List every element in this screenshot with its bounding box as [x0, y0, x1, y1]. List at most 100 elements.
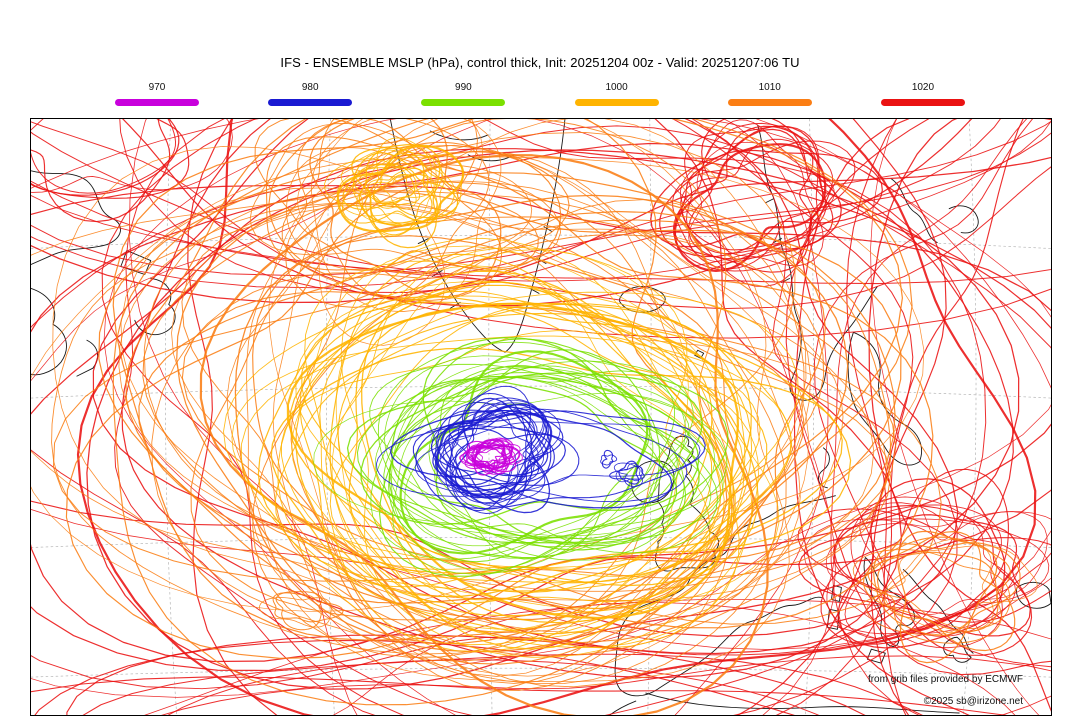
isobar-1000 [231, 335, 792, 569]
isobar-1010 [311, 119, 502, 312]
isobar-1020 [846, 119, 907, 715]
isobar-1020 [167, 659, 820, 715]
isobar-1020 [76, 119, 1037, 715]
isobar-980 [434, 404, 548, 507]
isobar-1020 [31, 676, 1008, 715]
isobar-1020 [121, 119, 903, 679]
legend-label-1000: 1000 [605, 82, 628, 93]
legend-item-990: 990 [421, 82, 506, 106]
isobar-1020 [680, 138, 834, 255]
isobar-1020 [659, 149, 883, 258]
isobar-1000 [340, 237, 753, 658]
legend-bar-970 [115, 99, 199, 106]
isobar-1020 [31, 132, 1051, 277]
isobar-980 [439, 410, 546, 500]
isobar-1010 [884, 538, 994, 634]
isobar-1020 [31, 125, 1051, 690]
isobar-1020 [31, 119, 190, 199]
isobar-980 [445, 385, 532, 514]
map-area: from grib files provided by ECMWF ©2025 … [30, 118, 1052, 716]
isobar-1020 [31, 119, 177, 194]
coastline [948, 205, 979, 234]
isobar-1000 [301, 301, 768, 583]
graticule-line [805, 119, 814, 715]
isobar-1020 [31, 131, 1051, 285]
legend-item-970: 970 [115, 82, 199, 106]
isobar-1010 [176, 191, 902, 645]
coastline [417, 238, 429, 245]
coastline [431, 270, 443, 277]
isobar-980 [435, 412, 553, 499]
isobar-980 [430, 425, 555, 484]
isobar-980 [451, 397, 545, 505]
isobar-980 [445, 406, 564, 492]
legend-label-990: 990 [455, 82, 472, 93]
isobar-1020 [672, 140, 856, 270]
graticule-line [325, 119, 335, 715]
isobar-1000 [291, 245, 780, 630]
isobar-1020 [679, 119, 824, 267]
isobar-1020 [650, 128, 842, 250]
isobar-1010 [138, 210, 826, 644]
isobar-1010 [897, 530, 998, 664]
legend-bar-990 [421, 99, 506, 106]
isobar-980 [600, 454, 618, 466]
isobar-1020 [31, 166, 1051, 310]
coastline [830, 584, 842, 602]
legend-label-1020: 1020 [911, 82, 935, 93]
graticule-line [488, 119, 493, 715]
isobar-980 [618, 460, 640, 485]
legend-label-1010: 1010 [758, 82, 781, 93]
isobar-1010 [249, 123, 562, 269]
isobar-1010 [171, 204, 888, 601]
isobar-1020 [793, 119, 970, 715]
isobar-1010 [281, 119, 503, 301]
coastline [654, 435, 719, 572]
isobar-1010 [151, 199, 805, 684]
isobar-990 [346, 372, 703, 544]
legend-item-980: 980 [268, 82, 353, 106]
coastline [120, 250, 152, 275]
isobar-970 [475, 439, 507, 475]
isobar-1020 [82, 653, 923, 715]
isobar-1000 [372, 173, 416, 204]
isobar-1020 [868, 119, 1051, 712]
isobar-1000 [336, 144, 465, 233]
isobar-980 [389, 409, 673, 509]
isobar-990 [379, 338, 729, 577]
isobar-1020 [820, 468, 1009, 645]
coastline [847, 331, 922, 466]
isobar-970 [467, 444, 508, 475]
isobar-1000 [352, 152, 433, 225]
credits: from grib files provided by ECMWF ©2025 … [868, 663, 1023, 707]
isobar-1000 [361, 270, 736, 624]
graticule-line [31, 234, 1051, 249]
isobar-1020 [673, 125, 824, 273]
isobar-1010 [297, 119, 484, 346]
legend-bar-1000 [574, 99, 659, 106]
isobar-1010 [275, 591, 323, 631]
isobar-1010 [286, 147, 533, 271]
isobar-1000 [277, 290, 745, 588]
isobar-1020 [31, 119, 1051, 650]
isobar-1000 [329, 253, 734, 617]
isobar-1000 [348, 305, 722, 650]
credit-source-text: from grib files provided by ECMWF [867, 674, 1023, 685]
isobar-1020 [684, 125, 827, 288]
isobar-1000 [289, 284, 759, 587]
isobar-1010 [867, 536, 1011, 644]
isobar-1010 [226, 119, 790, 683]
isobar-spaghetti-layer [31, 119, 1051, 715]
isobar-1020 [830, 119, 1051, 715]
isobar-1020 [826, 518, 1050, 635]
coastline [765, 198, 774, 204]
isobar-1020 [144, 598, 1051, 715]
isobar-1010 [246, 150, 735, 685]
isobar-1000 [304, 260, 746, 653]
credit-copyright-text: ©2025 sb@irizone.net [923, 696, 1023, 707]
isobar-1000 [341, 153, 455, 224]
isobar-1000 [364, 173, 435, 205]
isobar-1000 [352, 154, 443, 236]
isobar-1000 [295, 302, 752, 605]
